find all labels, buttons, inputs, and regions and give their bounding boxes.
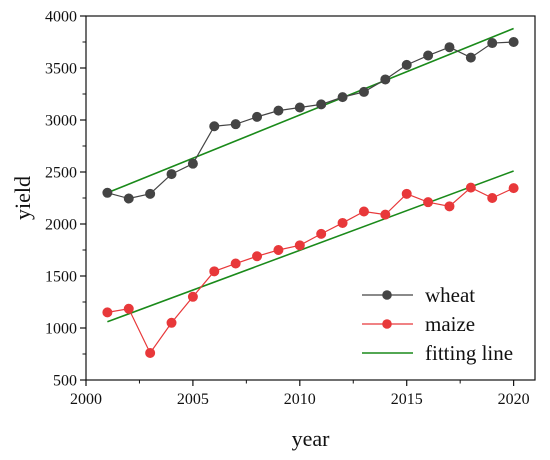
wheat-point: [230, 119, 241, 130]
y-tick-label: 2500: [45, 165, 77, 182]
wheat-point: [145, 188, 156, 199]
wheat-point: [187, 158, 198, 169]
x-tick-label: 2000: [70, 391, 102, 408]
wheat-point: [166, 169, 177, 180]
maize-point: [252, 251, 263, 262]
maize-point: [187, 291, 198, 302]
maize-point: [358, 206, 369, 217]
maize-point: [294, 240, 305, 251]
wheat-point: [401, 59, 412, 70]
wheat-point: [487, 38, 498, 49]
y-axis-label: yield: [10, 176, 35, 220]
legend-label: maize: [425, 312, 475, 336]
wheat-point: [209, 121, 220, 132]
maize-point: [316, 228, 327, 239]
fitting-lines: [107, 27, 514, 323]
x-tick-label: 2005: [177, 391, 209, 408]
series-wheat: [102, 37, 519, 204]
x-tick-label: 2015: [391, 391, 423, 408]
maize-point: [444, 201, 455, 212]
series-layer: [102, 37, 519, 358]
wheat-point: [294, 102, 305, 113]
y-tick-label: 2000: [45, 217, 77, 234]
wheat-point: [508, 37, 519, 48]
wheat-point: [316, 99, 327, 110]
fitting-line-maize: [107, 170, 514, 323]
wheat-point: [273, 105, 284, 116]
maize-point: [273, 244, 284, 255]
y-tick-label: 1000: [45, 321, 77, 338]
wheat-point: [252, 111, 263, 122]
maize-point: [102, 307, 113, 318]
axes: 2000 2005 2010 2015 2020 500 1000 1500 2000 2500 3…: [45, 9, 530, 409]
y-tick-label: 4000: [45, 9, 77, 26]
maize-point: [487, 192, 498, 203]
x-tick-label: 2010: [284, 391, 316, 408]
maize-point: [123, 303, 134, 314]
y-tick-label: 500: [53, 373, 77, 390]
wheat-point: [337, 92, 348, 103]
maize-point: [209, 266, 220, 277]
legend-label: fitting line: [425, 341, 513, 365]
wheat-point: [358, 86, 369, 97]
maize-point: [465, 182, 476, 193]
maize-point: [423, 197, 434, 208]
wheat-point: [123, 193, 134, 204]
legend: wheat maize fitting line: [362, 283, 513, 365]
maize-point: [145, 347, 156, 358]
maize-point: [508, 183, 519, 194]
maize-point: [380, 209, 391, 220]
wheat-point: [423, 50, 434, 61]
y-tick-label: 1500: [45, 269, 77, 286]
fitting-line-wheat: [107, 27, 514, 194]
wheat-point: [444, 42, 455, 53]
legend-label: wheat: [425, 283, 475, 307]
series-maize: [102, 182, 519, 358]
maize-point: [166, 317, 177, 328]
wheat-point: [102, 187, 113, 198]
maize-point: [230, 258, 241, 269]
y-tick-label: 3500: [45, 61, 77, 78]
maize-point: [337, 217, 348, 228]
x-axis-label: year: [292, 426, 331, 451]
legend-marker: [382, 290, 392, 300]
x-tick-label: 2020: [498, 391, 530, 408]
wheat-point: [380, 74, 391, 85]
y-tick-label: 3000: [45, 113, 77, 130]
maize-point: [401, 188, 412, 199]
legend-marker: [382, 319, 392, 329]
wheat-point: [465, 52, 476, 63]
